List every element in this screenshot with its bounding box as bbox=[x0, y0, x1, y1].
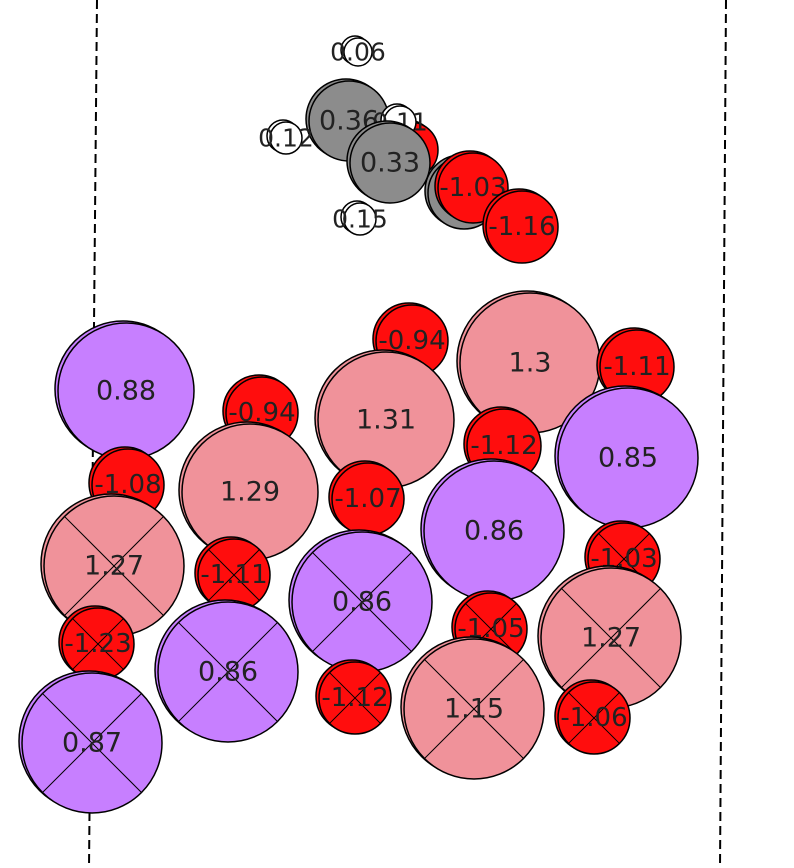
cell-boundary-right bbox=[719, 0, 727, 868]
atom-charge-label: 0.33 bbox=[360, 148, 420, 179]
atom-charge-label: 1.27 bbox=[84, 551, 144, 582]
atom-charge-label: -1.07 bbox=[334, 484, 401, 514]
atom-cross-line bbox=[64, 516, 164, 616]
atom-cross-line bbox=[72, 618, 124, 670]
atom-charge-label: 0.86 bbox=[198, 657, 258, 688]
atom-charge-label: 0.06 bbox=[330, 38, 386, 67]
atom-na: 0.86 bbox=[288, 529, 433, 673]
atom-o: -1.12 bbox=[315, 659, 392, 735]
atom-na: 0.85 bbox=[554, 385, 699, 529]
atom-sphere bbox=[349, 122, 431, 204]
atom-li: 1.15 bbox=[400, 636, 545, 780]
atom-o: -1.06 bbox=[554, 679, 631, 755]
atom-li: 1.3 bbox=[456, 290, 601, 434]
atom-li: 1.29 bbox=[178, 421, 319, 561]
atom-o: -1.16 bbox=[482, 188, 559, 264]
atom-h: 0.06 bbox=[330, 35, 386, 67]
atom-cross-line bbox=[561, 588, 661, 688]
atom-charge-label: -1.16 bbox=[488, 212, 555, 242]
atom-charge-label: 0.86 bbox=[464, 516, 524, 547]
atom-cross-line bbox=[42, 693, 142, 793]
atom-li: 1.31 bbox=[314, 349, 455, 489]
atom-charge-label: -1.06 bbox=[560, 703, 627, 733]
atom-cross-line bbox=[178, 622, 278, 722]
atom-h: 0.15 bbox=[332, 200, 388, 236]
atom-charge-label: 0.85 bbox=[598, 443, 658, 474]
atom-charge-label: 1.3 bbox=[509, 348, 552, 379]
atom-charge-label: 0.86 bbox=[332, 587, 392, 618]
atom-charge-label: 0.88 bbox=[96, 376, 156, 407]
atom-li: 1.27 bbox=[537, 565, 682, 709]
atom-charge-label: -1.11 bbox=[200, 560, 267, 590]
atom-sphere bbox=[343, 37, 373, 67]
atom-o: -1.11 bbox=[596, 327, 675, 405]
atom-cross-line bbox=[568, 692, 620, 744]
atom-na: 0.87 bbox=[18, 670, 163, 814]
atom-sphere bbox=[269, 121, 303, 155]
atom-na: 0.86 bbox=[154, 599, 299, 743]
atom-cross-line bbox=[329, 672, 381, 724]
atom-h: 0.12 bbox=[258, 119, 314, 155]
atom-cross-line bbox=[312, 552, 412, 652]
atom-cross-line bbox=[208, 549, 260, 601]
atom-charge-label: 0.87 bbox=[62, 728, 122, 759]
atom-sphere bbox=[343, 202, 377, 236]
atom-charge-label: 0.15 bbox=[332, 205, 388, 234]
atom-charge-label: 1.31 bbox=[356, 405, 416, 436]
atom-charge-label: 0.12 bbox=[258, 124, 314, 153]
atom-na: 0.88 bbox=[54, 320, 195, 460]
atom-charge-label: -1.12 bbox=[321, 683, 388, 713]
atom-charge-label: 1.27 bbox=[581, 623, 641, 654]
atom-charge-label: 1.15 bbox=[444, 694, 504, 725]
atoms-layer: 0.060.360.110.120.33-1.03-1.160.150.88-0… bbox=[18, 35, 699, 814]
atom-charge-label: -1.11 bbox=[603, 352, 670, 382]
atom-charge-label: -1.12 bbox=[470, 431, 537, 461]
atom-sphere bbox=[485, 190, 559, 264]
atom-o: -1.23 bbox=[58, 605, 135, 681]
atom-c: 0.33 bbox=[346, 120, 431, 204]
atom-charge-label: 1.29 bbox=[220, 477, 280, 508]
atom-charge-label: -1.23 bbox=[64, 629, 131, 659]
atom-na: 0.86 bbox=[420, 458, 565, 602]
atom-li: 1.27 bbox=[40, 493, 185, 637]
atom-o: -1.07 bbox=[328, 460, 405, 536]
atom-cross-line bbox=[424, 659, 524, 759]
